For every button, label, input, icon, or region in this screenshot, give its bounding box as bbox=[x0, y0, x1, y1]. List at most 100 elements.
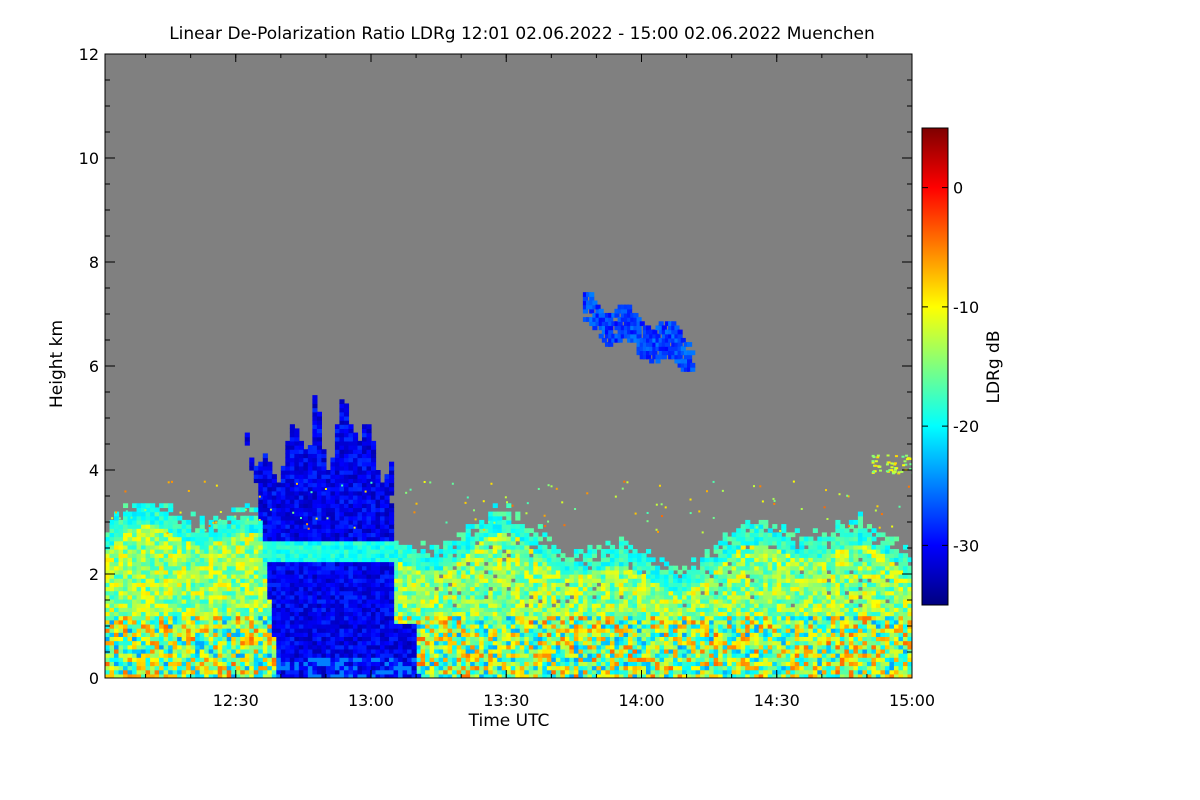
heatmap-cell bbox=[141, 619, 147, 625]
heatmap-cell bbox=[429, 569, 435, 575]
heatmap-cell bbox=[497, 586, 503, 592]
heatmap-cell bbox=[655, 673, 661, 678]
heatmap-cell bbox=[519, 623, 525, 629]
heatmap-cell bbox=[569, 574, 575, 579]
heatmap-cell bbox=[740, 628, 746, 633]
heatmap-cell bbox=[636, 669, 643, 675]
heatmap-cell bbox=[488, 515, 494, 521]
heatmap-cell bbox=[785, 657, 791, 662]
heatmap-cell bbox=[127, 640, 133, 646]
heatmap-cell bbox=[704, 653, 710, 658]
heatmap-cell bbox=[163, 553, 169, 558]
heatmap-cell bbox=[614, 578, 620, 583]
heatmap-cell bbox=[519, 524, 525, 529]
heatmap-cell bbox=[533, 640, 539, 646]
heatmap-cell bbox=[884, 628, 891, 633]
heatmap-cell bbox=[249, 603, 255, 608]
heatmap-cell bbox=[749, 532, 755, 538]
heatmap-cell bbox=[118, 582, 124, 588]
heatmap-cell bbox=[871, 544, 877, 550]
heatmap-cell bbox=[677, 665, 683, 671]
heatmap-cell bbox=[258, 640, 264, 646]
heatmap-cell bbox=[781, 598, 787, 604]
heatmap-cell bbox=[871, 628, 877, 633]
heatmap-cell bbox=[474, 582, 480, 588]
heatmap-cell bbox=[659, 615, 665, 621]
heatmap-cell bbox=[790, 574, 796, 579]
heatmap-cell bbox=[754, 549, 760, 554]
heatmap-cell bbox=[866, 665, 873, 671]
heatmap-cell bbox=[132, 511, 138, 517]
heatmap-cell bbox=[497, 644, 503, 650]
heatmap-cell bbox=[664, 615, 670, 621]
heatmap-cell bbox=[722, 661, 728, 667]
heatmap-cell bbox=[740, 528, 746, 533]
heatmap-cell bbox=[871, 669, 877, 675]
heatmap-cell bbox=[168, 603, 174, 608]
heatmap-cell bbox=[673, 565, 679, 571]
heatmap-cell bbox=[407, 607, 413, 613]
heatmap-cell bbox=[186, 544, 192, 550]
heatmap-cell bbox=[181, 540, 187, 546]
heatmap-cell bbox=[700, 657, 706, 662]
heatmap-cell bbox=[443, 553, 449, 558]
heatmap-cell bbox=[668, 669, 674, 675]
heatmap-cell bbox=[461, 574, 467, 579]
heatmap-cell bbox=[393, 615, 399, 621]
heatmap-cell bbox=[420, 640, 426, 646]
heatmap-cell bbox=[159, 528, 165, 533]
heatmap-cell bbox=[821, 590, 827, 596]
heatmap-cell bbox=[772, 665, 778, 671]
heatmap-cell bbox=[835, 524, 841, 529]
heatmap-cell bbox=[767, 549, 773, 554]
heatmap-cell bbox=[244, 640, 250, 646]
heatmap-cell bbox=[573, 619, 579, 625]
heatmap-cell bbox=[240, 524, 246, 529]
heatmap-cell bbox=[127, 644, 133, 650]
heatmap-cell bbox=[195, 598, 201, 604]
heatmap-cell bbox=[492, 565, 498, 571]
heatmap-cell bbox=[528, 569, 534, 575]
heatmap-cell bbox=[226, 574, 232, 579]
heatmap-cell bbox=[253, 594, 259, 600]
heatmap-cell bbox=[736, 653, 742, 658]
heatmap-cell bbox=[470, 553, 476, 558]
heatmap-cell bbox=[456, 619, 462, 625]
heatmap-cell bbox=[114, 619, 120, 625]
heatmap-cell bbox=[673, 661, 679, 667]
heatmap-cell bbox=[812, 590, 818, 596]
heatmap-cell bbox=[258, 628, 264, 633]
heatmap-cell bbox=[416, 578, 422, 583]
heatmap-cell bbox=[718, 636, 724, 642]
heatmap-cell bbox=[880, 540, 886, 546]
heatmap-cell bbox=[803, 578, 809, 583]
heatmap-cell bbox=[141, 582, 147, 588]
heatmap-cell bbox=[546, 644, 552, 650]
heatmap-cell bbox=[682, 623, 688, 629]
heatmap-cell bbox=[758, 532, 764, 538]
heatmap-cell bbox=[664, 632, 670, 637]
heatmap-cell bbox=[673, 586, 679, 592]
heatmap-cell bbox=[506, 549, 512, 554]
heatmap-cell bbox=[767, 644, 773, 650]
heatmap-cell bbox=[199, 594, 205, 600]
heatmap-cell bbox=[123, 511, 129, 517]
heatmap-cell bbox=[641, 607, 647, 613]
heatmap-cell bbox=[790, 549, 796, 554]
heatmap-cell bbox=[731, 673, 737, 678]
heatmap-cell bbox=[515, 665, 521, 671]
heatmap-cell bbox=[217, 611, 223, 617]
heatmap-cell bbox=[195, 628, 201, 633]
heatmap-cell bbox=[668, 673, 674, 678]
heatmap-cell bbox=[506, 611, 512, 617]
heatmap-cell bbox=[569, 628, 575, 633]
heatmap-cell bbox=[564, 574, 570, 579]
heatmap-cell bbox=[659, 628, 665, 633]
heatmap-cell bbox=[506, 640, 512, 646]
heatmap-cell bbox=[465, 603, 471, 608]
heatmap-cell bbox=[186, 665, 192, 671]
heatmap-cell bbox=[226, 669, 232, 675]
heatmap-cell bbox=[848, 532, 854, 538]
heatmap-cell bbox=[136, 549, 142, 554]
heatmap-cell bbox=[776, 661, 782, 667]
